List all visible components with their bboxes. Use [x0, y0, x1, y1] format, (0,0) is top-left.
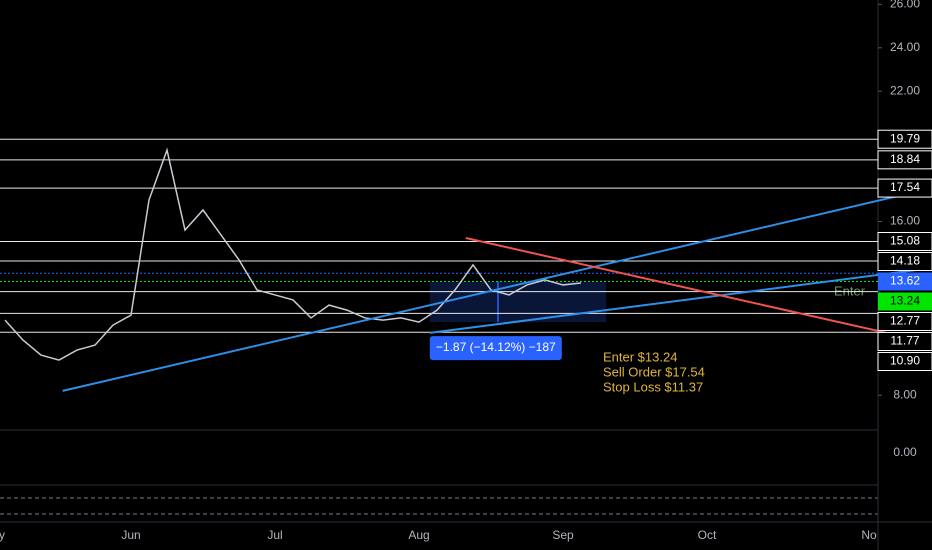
x-tick-label: Jul: [267, 528, 282, 542]
measure-label-bg: [429, 336, 562, 361]
measure-box: [429, 281, 607, 323]
level-label: 13.62: [890, 274, 920, 288]
note: Stop Loss $11.37: [603, 379, 703, 394]
enter-label: Enter: [834, 283, 866, 298]
price-line: [4, 147, 582, 361]
level-label-bg: [877, 331, 932, 351]
trend-line: [465, 237, 932, 345]
level-label: 18.84: [890, 152, 920, 166]
x-tick-label: Oct: [698, 528, 717, 542]
level-label-bg: [877, 311, 932, 331]
y-tick-label: 22.00: [890, 83, 920, 97]
level-label: 11.77: [890, 334, 919, 348]
x-tick-label: Jun: [121, 528, 140, 542]
x-tick-label: No: [861, 528, 877, 542]
level-label: 17.54: [890, 180, 920, 194]
level-label: 10.90: [890, 354, 920, 368]
level-label-bg: [878, 292, 932, 311]
x-tick-label: Aug: [408, 528, 429, 542]
trend-line: [62, 187, 932, 392]
y-tick-label: 8.00: [893, 387, 917, 401]
level-label: 13.24: [890, 294, 920, 308]
measure-label: −1.87 (−14.12%) −187: [436, 340, 556, 354]
x-tick-label: ay: [0, 528, 5, 542]
y-tick-label: 26.00: [890, 0, 920, 11]
level-label-bg: [878, 272, 932, 291]
y-tick-label: 24.00: [890, 40, 920, 54]
level-label-bg: [877, 178, 932, 198]
level-label-bg: [877, 231, 932, 251]
level-label: 14.18: [890, 254, 920, 268]
level-label: 12.77: [890, 314, 920, 328]
level-label-bg: [877, 351, 932, 371]
level-label-bg: [877, 129, 932, 149]
level-label: 19.79: [890, 131, 920, 145]
trend-line: [429, 266, 932, 334]
x-tick-label: Sep: [552, 528, 574, 542]
note: Sell Order $17.54: [603, 364, 705, 379]
level-label-bg: [877, 150, 932, 170]
macd-zero-label: 0.00: [893, 445, 917, 459]
level-label-bg: [877, 251, 932, 271]
level-label: 15.08: [890, 234, 920, 248]
note: Enter $13.24: [603, 349, 677, 364]
y-tick-label: 16.00: [890, 214, 920, 228]
